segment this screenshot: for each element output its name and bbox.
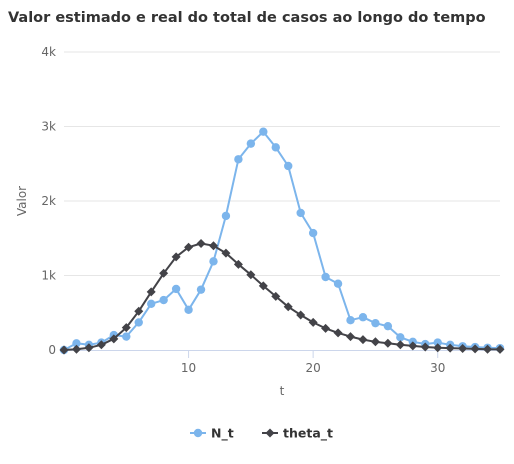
y-tick-label: 0 (48, 343, 56, 357)
data-point-theta_t (208, 241, 218, 251)
data-point-N_t (159, 295, 168, 305)
data-point-N_t (184, 305, 193, 314)
data-point-N_t (308, 228, 318, 238)
data-point-N_t (271, 143, 280, 152)
plot-series (59, 127, 505, 355)
x-axis-label: t (280, 384, 285, 398)
data-point-N_t (396, 333, 405, 342)
legend: N_t theta_t (190, 426, 333, 442)
x-axis-ticks: 10 20 30 (181, 350, 445, 375)
y-tick-label: 3k (41, 120, 56, 134)
data-point-theta_t (445, 343, 455, 353)
data-point-theta_t (221, 248, 231, 258)
data-point-theta_t (483, 344, 493, 354)
data-point-theta_t (121, 323, 131, 333)
data-point-theta_t (96, 340, 106, 350)
chart-title: Valor estimado e real do total de casos … (8, 10, 486, 26)
y-axis-ticks: 0 1k 2k 3k 4k (41, 45, 56, 357)
data-point-N_t (72, 339, 81, 348)
x-tick-label: 20 (306, 361, 321, 375)
data-point-theta_t (146, 287, 156, 297)
data-point-theta_t (458, 344, 468, 354)
data-point-N_t (333, 279, 343, 288)
series-theta_t (59, 238, 505, 355)
y-axis-label: Valor (15, 186, 29, 216)
data-point-theta_t (246, 270, 256, 280)
series-line-N_t (63, 130, 501, 351)
data-point-theta_t (233, 259, 243, 269)
data-point-theta_t (321, 323, 331, 333)
data-point-N_t (259, 127, 268, 136)
legend-label: theta_t (283, 426, 333, 442)
data-point-N_t (433, 338, 442, 347)
data-point-theta_t (271, 291, 281, 301)
data-point-N_t (296, 208, 305, 218)
data-point-theta_t (134, 306, 144, 316)
data-point-theta_t (433, 343, 443, 353)
data-point-theta_t (171, 252, 181, 262)
data-point-N_t (246, 139, 256, 148)
grid-lines (64, 51, 500, 276)
series-N_t (59, 127, 505, 355)
data-point-N_t (209, 257, 218, 266)
data-point-theta_t (283, 302, 293, 312)
data-point-theta_t (346, 332, 356, 342)
legend-item-theta_t[interactable]: theta_t (262, 426, 333, 442)
data-point-theta_t (420, 342, 430, 352)
data-point-theta_t (495, 344, 505, 354)
y-tick-label: 1k (41, 269, 56, 283)
x-tick-label: 30 (430, 361, 445, 375)
data-point-N_t (134, 318, 143, 327)
data-point-theta_t (159, 268, 169, 278)
data-point-theta_t (333, 328, 343, 338)
data-point-theta_t (196, 238, 206, 248)
data-point-theta_t (84, 343, 94, 353)
data-point-theta_t (358, 335, 368, 345)
data-point-N_t (196, 285, 206, 294)
data-point-theta_t (109, 334, 119, 344)
data-point-N_t (321, 272, 330, 282)
y-tick-label: 2k (41, 194, 56, 208)
data-point-N_t (234, 155, 243, 164)
data-point-theta_t (395, 340, 405, 350)
data-point-theta_t (184, 242, 194, 252)
data-point-N_t (371, 318, 380, 328)
data-point-theta_t (308, 317, 318, 327)
data-point-N_t (171, 284, 181, 294)
legend-symbol (193, 428, 203, 438)
data-point-theta_t (408, 341, 418, 351)
legend-item-N_t[interactable]: N_t (190, 426, 234, 442)
data-point-theta_t (258, 281, 268, 291)
data-point-N_t (383, 321, 393, 331)
data-point-N_t (122, 332, 131, 341)
data-point-N_t (358, 313, 368, 322)
data-point-theta_t (470, 344, 480, 354)
data-point-N_t (284, 161, 293, 171)
legend-label: N_t (211, 426, 234, 442)
data-point-theta_t (71, 344, 81, 354)
y-tick-label: 4k (41, 45, 56, 59)
data-point-theta_t (370, 337, 380, 347)
data-point-theta_t (296, 310, 306, 320)
x-tick-label: 10 (181, 361, 196, 375)
legend-symbol (265, 428, 275, 438)
data-point-N_t (346, 316, 355, 325)
data-point-N_t (147, 299, 156, 309)
data-point-theta_t (383, 338, 393, 348)
data-point-N_t (221, 211, 231, 221)
data-point-theta_t (59, 345, 69, 355)
